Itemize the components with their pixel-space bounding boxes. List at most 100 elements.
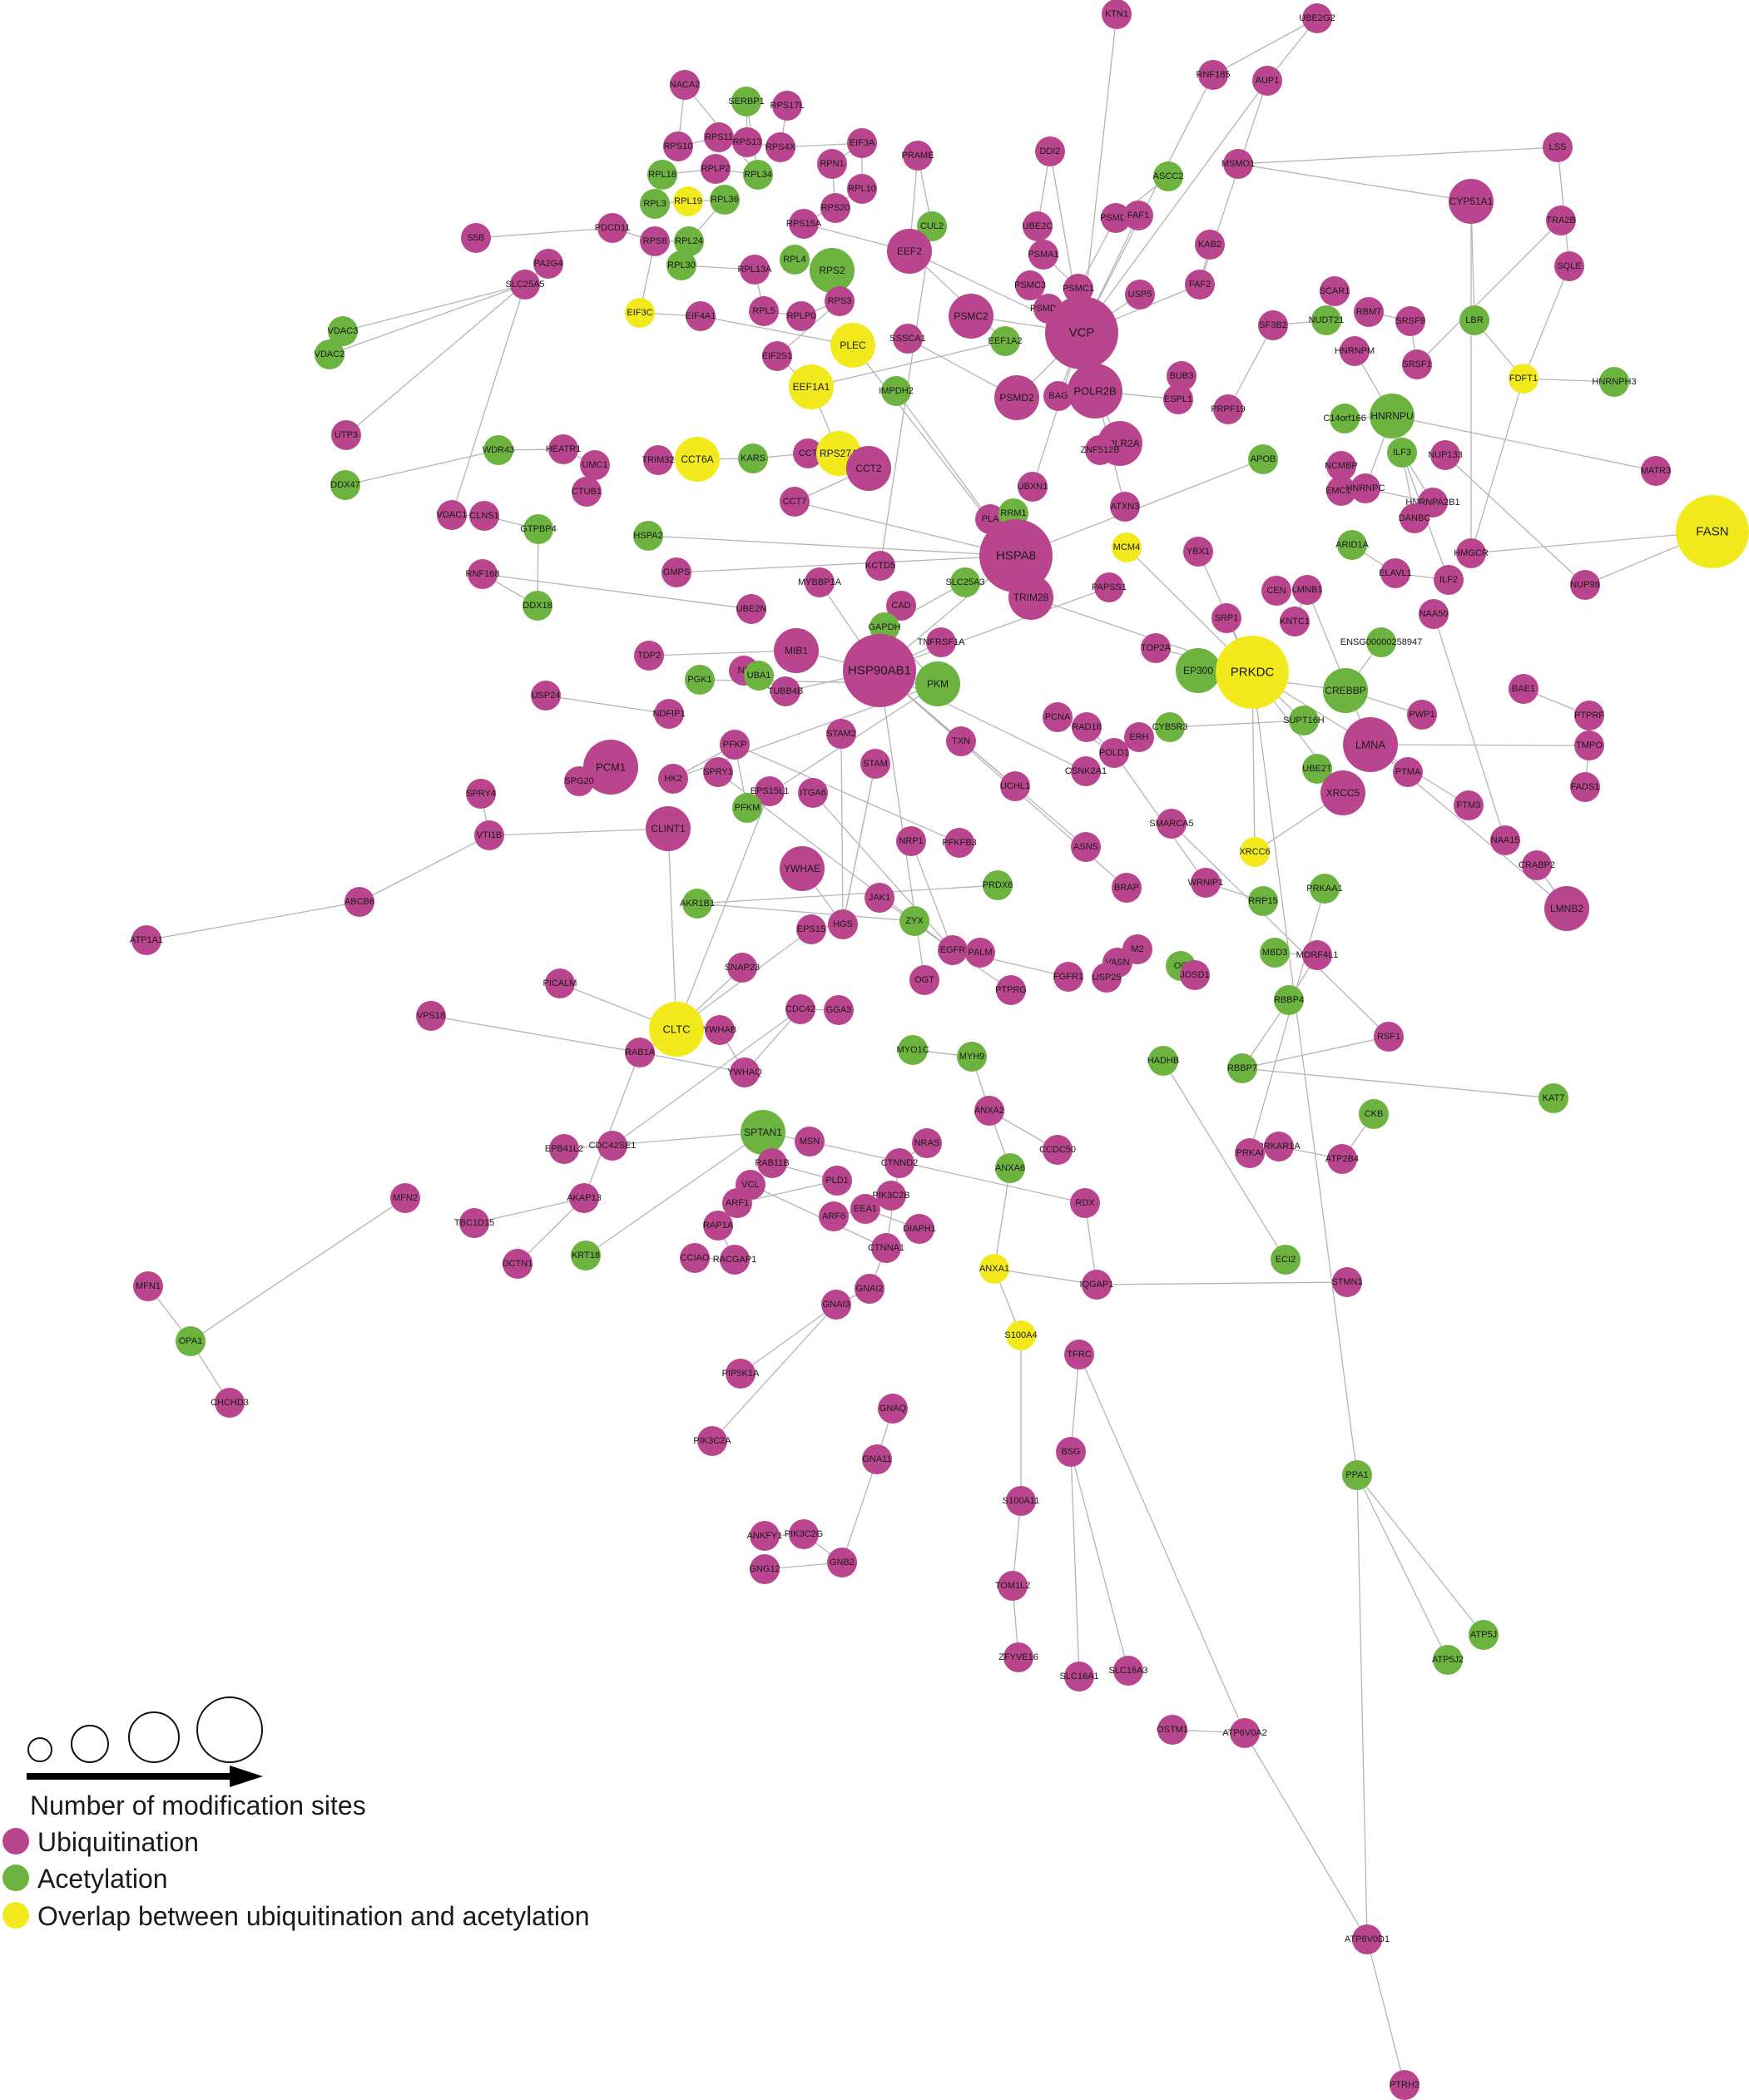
node-circle-atp5j2 — [1433, 1645, 1463, 1675]
node-circle-rps20 — [820, 193, 850, 223]
node-circle-rpl36 — [710, 185, 740, 215]
node-bsg: BSG — [1056, 1437, 1086, 1467]
node-circle-vdac1 — [437, 500, 467, 530]
node-circle-rps11 — [704, 122, 734, 152]
node-circle-morf4l1 — [1302, 940, 1332, 970]
node-circle-utp3 — [331, 420, 361, 450]
node-gmps: GMPS — [661, 557, 691, 587]
edge-prpf19-sf3b2 — [1227, 324, 1274, 410]
node-circle-pld1 — [822, 1166, 852, 1196]
node-faf2: FAF2 — [1185, 270, 1215, 300]
node-hk2: HK2 — [658, 764, 688, 794]
node-circle-papss1 — [1094, 572, 1124, 602]
node-gnai3: GNAI3 — [821, 1290, 851, 1320]
node-hgs: HGS — [828, 909, 858, 939]
node-usp24: USP24 — [531, 681, 561, 711]
node-kctd5: KCTD5 — [865, 551, 895, 581]
node-circle-slc16a3 — [1113, 1656, 1143, 1686]
node-naca2: NACA2 — [670, 70, 700, 100]
node-circle-cct7 — [780, 487, 810, 517]
node-akr1b1: AKR1B1 — [680, 889, 715, 919]
edge-ppa1-atp5j — [1356, 1474, 1484, 1636]
node-circle-zfyve16 — [1003, 1642, 1033, 1672]
node-cltc: CLTC — [649, 1002, 704, 1057]
node-circle-smarca5 — [1157, 809, 1187, 839]
node-eef2: EEF2 — [887, 229, 932, 274]
node-circle-fgfr1 — [1053, 962, 1083, 992]
edge-nup133-nup98 — [1444, 454, 1586, 586]
node-circle-vti1b — [474, 820, 504, 850]
node-circle-umc1 — [580, 450, 610, 480]
node-circle-arf6 — [819, 1201, 849, 1231]
node-trim28: TRIM28 — [1008, 575, 1053, 620]
node-circle-rps2 — [810, 248, 855, 293]
node-srsf9: SRSF9 — [1395, 306, 1425, 336]
node-cciao: CCIAO — [680, 1243, 710, 1273]
node-prdx6: PRDX6 — [983, 870, 1013, 900]
node-circle-rbbp7 — [1227, 1053, 1257, 1083]
node-circle-rplp2 — [701, 154, 731, 184]
node-cct6a: CCT6A — [675, 437, 720, 482]
node-circle-nras — [912, 1128, 942, 1158]
node-circle-rpl10 — [847, 174, 877, 204]
node-circle-plec — [830, 323, 875, 368]
node-circle-fdft1 — [1509, 364, 1538, 394]
node-circle-rpl30 — [666, 250, 696, 280]
node-utp3: UTP3 — [331, 420, 361, 450]
node-circle-snap23 — [727, 953, 757, 983]
node-circle-hadhb — [1148, 1046, 1178, 1076]
edge-fasn-hmgcr — [1470, 531, 1713, 554]
edge-clint1-cltc — [667, 828, 677, 1030]
node-pfkfb3: PFKFB3 — [942, 828, 977, 858]
node-s5b: S5B — [461, 223, 491, 253]
node-circle-fads1 — [1570, 772, 1600, 802]
edge-vps18-rab1a — [430, 1015, 641, 1053]
node-naa15: NAA15 — [1490, 825, 1520, 855]
node-circle-kntc1 — [1280, 607, 1310, 636]
node-circle-tdp2 — [634, 641, 664, 671]
legend-swatch-overlap — [2, 1902, 29, 1929]
legend-label-ubiquitination: Ubiquitination — [37, 1827, 199, 1857]
node-circle-usp24 — [531, 681, 561, 711]
node-gng12: GNG12 — [749, 1554, 780, 1584]
node-circle-prkdc — [1216, 636, 1289, 709]
node-circle-srsf1 — [1402, 349, 1432, 379]
node-circle-rpl18 — [647, 160, 677, 190]
edge-dctn1-akap13 — [517, 1197, 585, 1265]
node-hspa2: HSPA2 — [633, 521, 663, 551]
edge-atp6v0d1-ptrh2 — [1366, 1939, 1405, 2086]
node-circle-mfn2 — [390, 1183, 420, 1213]
edge-eif4a1-plec — [700, 315, 854, 346]
node-circle-anxa1 — [979, 1254, 1009, 1284]
node-gnai2: GNAI2 — [855, 1274, 884, 1304]
node-circle-ube2c — [1023, 211, 1053, 241]
node-kars: KARS — [738, 443, 768, 473]
node-rpl5: RPL5 — [749, 296, 779, 326]
node-circle-vps18 — [416, 1001, 446, 1031]
node-supt16h: SUPT16H — [1283, 706, 1325, 735]
node-racgap1: RACGAP1 — [713, 1245, 756, 1275]
node-circle-aup1 — [1252, 66, 1282, 96]
node-anxa2: ANXA2 — [974, 1096, 1004, 1126]
node-circle-prpf19 — [1213, 394, 1243, 424]
node-psmd2: PSMD2 — [994, 375, 1039, 420]
node-clns1: CLNS1 — [469, 501, 499, 531]
node-circle-atxn3 — [1110, 492, 1140, 522]
node-circle-cct2 — [846, 446, 891, 491]
node-ckb: CKB — [1359, 1099, 1389, 1129]
legend-size-circle-2 — [71, 1725, 109, 1763]
node-circle-slc25a3 — [950, 567, 980, 597]
edge-gna11-gnb2 — [841, 1459, 878, 1563]
node-circle-ctnnd2 — [884, 1148, 914, 1178]
node-circle-mybbp1a — [805, 567, 835, 597]
node-crebbp: CREBBP — [1323, 668, 1368, 713]
node-rplp0: RPLP0 — [786, 301, 816, 331]
node-usp25: USP25 — [1092, 963, 1122, 993]
node-circle-xrcc5 — [1320, 770, 1365, 815]
node-rps3: RPS3 — [825, 286, 855, 316]
node-circle-racgap1 — [720, 1245, 750, 1275]
node-circle-bsg — [1056, 1437, 1086, 1467]
node-circle-usp25 — [1092, 963, 1122, 993]
edge-bsg-slc16a3 — [1070, 1451, 1129, 1672]
node-hadhb: HADHB — [1147, 1046, 1179, 1076]
